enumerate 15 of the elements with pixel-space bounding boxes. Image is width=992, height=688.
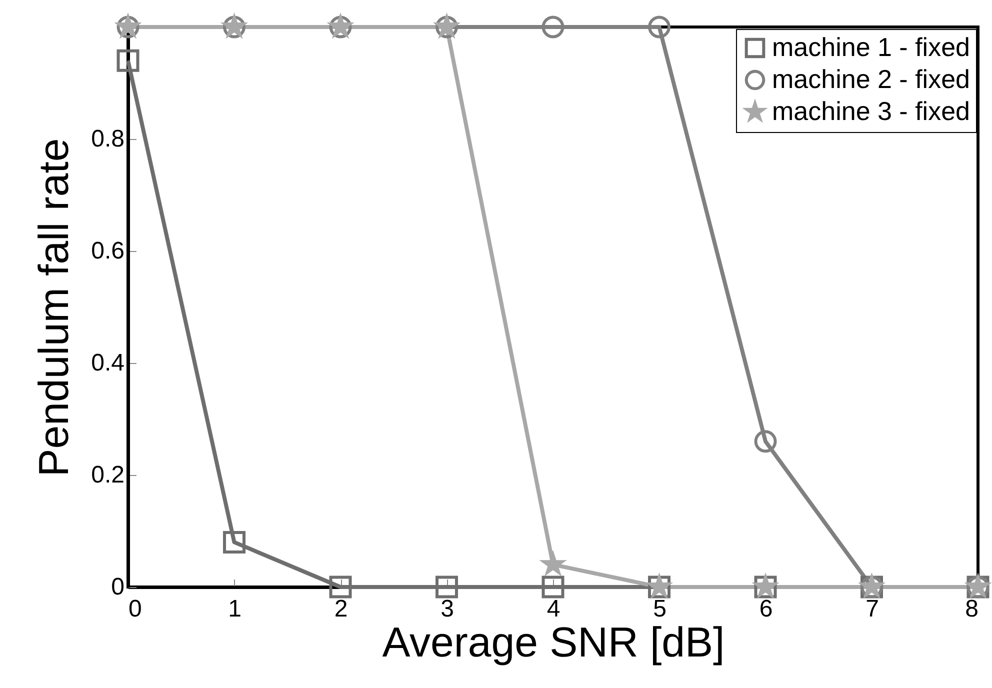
legend-label: machine 3 - fixed [772, 96, 970, 126]
y-axis-title: Pendulum fall rate [30, 138, 78, 477]
y-tick-label: 0.4 [91, 350, 124, 376]
y-tick-label: 0.6 [91, 238, 124, 264]
x-tick-label: 8 [965, 596, 978, 622]
x-tick-label: 1 [228, 596, 242, 622]
legend-label: machine 2 - fixed [772, 64, 970, 94]
y-tick-label: 0.8 [91, 126, 124, 152]
legend-label: machine 1 - fixed [772, 32, 970, 62]
x-tick-label: 2 [334, 596, 348, 622]
x-tick-label: 0 [128, 596, 142, 622]
x-tick-label: 6 [759, 596, 773, 622]
y-tick-label: 0.2 [91, 462, 124, 488]
x-tick-label: 7 [866, 596, 879, 622]
y-tick-label: 0 [111, 574, 124, 600]
